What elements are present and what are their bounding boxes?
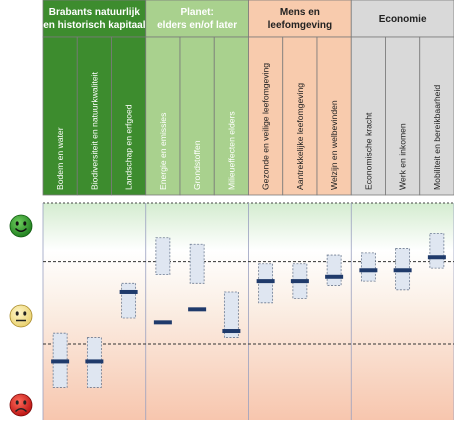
group-title-line: Mens en <box>280 7 320 18</box>
value-marker <box>153 320 172 325</box>
category-header-cell <box>316 36 352 196</box>
category-label: Welzijn en welbevinden <box>329 100 339 190</box>
category-label: Energie en emissies <box>158 113 168 190</box>
category-label: Mobiliteit en bereikbaarheid <box>432 85 442 190</box>
category-header-cell <box>111 36 147 196</box>
range-box <box>360 252 376 282</box>
smiley-neutral-icon <box>9 304 33 328</box>
category-label: Economische kracht <box>363 112 373 190</box>
plot-area <box>42 202 454 420</box>
value-marker <box>359 268 378 273</box>
value-marker <box>85 359 104 364</box>
category-label: Bodem en water <box>55 127 65 190</box>
range-box <box>429 232 445 269</box>
category-headers: Bodem en water Biodiversiteit en natuurkw… <box>42 36 454 196</box>
group-title-line: elders en/of later <box>157 20 237 31</box>
smiley-good-icon <box>9 214 33 238</box>
range-box <box>121 282 137 319</box>
value-markers <box>51 255 446 364</box>
category-header-cell <box>350 36 386 196</box>
category-label: Aantrekkelijke leefomgeving <box>295 83 305 190</box>
value-marker <box>290 279 309 284</box>
category-header-cell <box>282 36 318 196</box>
group-title-line: Planet: <box>180 7 213 18</box>
value-marker <box>427 255 446 260</box>
value-marker <box>393 268 412 273</box>
value-marker <box>222 329 241 334</box>
group-title-line: Economie <box>379 14 427 25</box>
range-boxes <box>52 232 445 388</box>
value-marker <box>325 274 344 279</box>
category-label: Werk en inkomen <box>398 123 408 190</box>
group-headers: Brabants natuurlijk en historisch kapitaa… <box>42 0 454 38</box>
group-header-2 <box>248 0 352 38</box>
value-marker <box>188 307 207 312</box>
group-title-line: Brabants natuurlijk <box>49 7 141 18</box>
category-header-cell <box>42 36 78 196</box>
smiley-bad-icon <box>9 393 33 417</box>
group-title-line: en historisch kapitaal <box>43 20 145 31</box>
group-header-0 <box>42 0 147 38</box>
group-title-line: leefomgeving <box>268 20 332 31</box>
category-header-cell <box>248 36 284 196</box>
category-label: Landschap en erfgoed <box>124 104 134 190</box>
category-label: Biodiversiteit en natuurkwaliteit <box>89 71 99 190</box>
category-label: Milieueffecten elders <box>226 111 236 190</box>
range-box <box>258 263 274 304</box>
value-marker <box>51 359 70 364</box>
value-marker <box>119 289 138 294</box>
category-label: Grondstoffen <box>192 140 202 190</box>
group-header-3 <box>350 0 454 38</box>
group-header-1 <box>145 0 249 38</box>
category-header-cell <box>419 36 454 196</box>
range-box <box>326 254 342 286</box>
range-box <box>189 243 205 284</box>
value-marker <box>256 279 275 284</box>
category-header-cell <box>76 36 112 196</box>
range-box <box>223 291 239 338</box>
category-label: Gezonde en veilige leefomgeving <box>261 63 271 190</box>
range-box <box>155 237 171 276</box>
